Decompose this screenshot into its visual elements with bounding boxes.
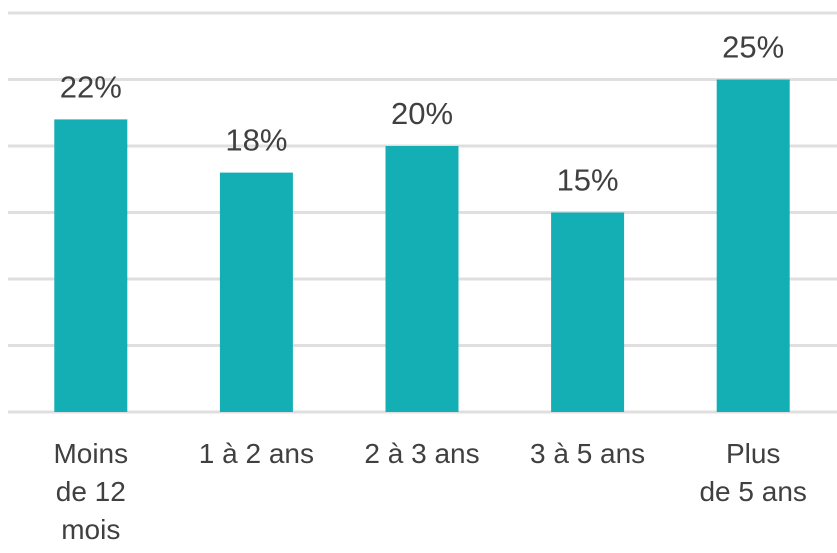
bar <box>551 212 625 412</box>
bar <box>54 119 128 413</box>
data-label: 25% <box>722 30 784 65</box>
category-label: 1 à 2 ans <box>199 438 314 469</box>
category-label: 3 à 5 ans <box>530 438 645 469</box>
category-label: de 5 ans <box>699 476 806 507</box>
category-label: de 12 <box>56 476 126 507</box>
category-label: mois <box>61 514 120 545</box>
category-label: Moins <box>53 438 128 469</box>
category-label: Plus <box>726 438 780 469</box>
bar <box>219 172 293 412</box>
data-labels: 22% 18% 20% 15% 25% <box>60 30 784 198</box>
bar <box>716 79 790 412</box>
data-label: 20% <box>391 96 453 131</box>
bars <box>54 79 790 413</box>
bar <box>385 146 459 412</box>
data-label: 15% <box>557 163 619 198</box>
category-label: 2 à 3 ans <box>364 438 479 469</box>
data-label: 22% <box>60 69 122 104</box>
category-labels: Moins de 12 mois 1 à 2 ans 2 à 3 ans 3 à 5 an… <box>53 438 806 545</box>
data-label: 18% <box>225 123 287 158</box>
